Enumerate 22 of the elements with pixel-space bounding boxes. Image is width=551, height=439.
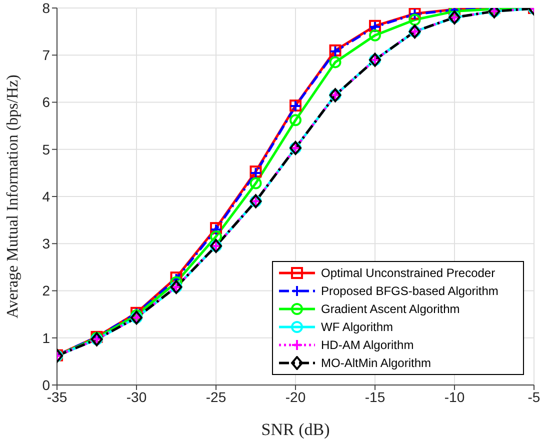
x-tick-label: -5 <box>528 388 540 405</box>
x-tick-label: -10 <box>444 388 465 405</box>
x-tick-label: -25 <box>206 388 226 405</box>
x-tick-label: -20 <box>285 388 306 405</box>
legend-label: Optimal Unconstrained Precoder <box>321 266 496 280</box>
x-tick-label: -30 <box>126 388 147 405</box>
legend-label: WF Algorithm <box>321 320 394 334</box>
x-tick-label: -15 <box>364 388 386 405</box>
legend-label: Gradient Ascent Algorithm <box>321 302 460 316</box>
y-tick-label: 7 <box>42 47 50 64</box>
y-tick-label: 6 <box>42 94 50 110</box>
y-tick-label: 4 <box>42 188 50 204</box>
legend-label: HD-AM Algorithm <box>321 338 414 352</box>
y-axis-title: Average Mutual Information (bps/Hz) <box>4 74 22 318</box>
legend-label: MO-AltMin Algorithm <box>321 356 432 370</box>
y-tick-label: 2 <box>42 282 50 299</box>
y-tick-label: 5 <box>42 141 50 158</box>
y-tick-label: 8 <box>42 0 50 16</box>
legend-label: Proposed BFGS-based Algorithm <box>321 284 498 298</box>
y-tick-label: 1 <box>42 330 50 346</box>
y-tick-label: 3 <box>42 236 50 252</box>
x-axis-title: SNR (dB) <box>261 420 330 439</box>
